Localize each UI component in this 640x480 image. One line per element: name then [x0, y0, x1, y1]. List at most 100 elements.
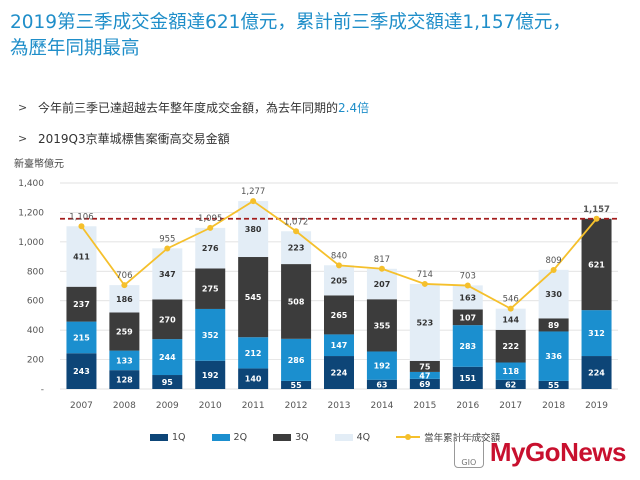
title-line-2: 為歷年同期最高 — [10, 38, 140, 59]
data-label: 163 — [459, 293, 476, 302]
legend-item-4q: 4Q — [334, 431, 371, 443]
legend-line-marker-icon — [396, 432, 421, 442]
x-tick-label: 2014 — [370, 401, 393, 411]
bar-segment — [109, 350, 140, 371]
data-label: 212 — [245, 349, 262, 358]
legend-label-4q: 4Q — [356, 431, 371, 443]
bullet-item-2: > 2019Q3京華城標售案衝高交易金額 — [18, 127, 369, 149]
y-axis-unit-label: 新臺幣億元 — [14, 159, 64, 170]
total-label: 840 — [331, 251, 347, 261]
data-label: 144 — [502, 315, 519, 324]
cumulative-point — [593, 215, 600, 222]
data-label: 265 — [331, 311, 348, 320]
bar-segment — [324, 356, 354, 389]
bullet-item-1: > 今年前三季已達超越去年整年度成交金額，為去年同期的 2.4倍 — [18, 96, 369, 118]
page-title: 2019第三季成交金額達621億元，累計前三季成交額達1,157億元， 為歷年同… — [10, 10, 635, 62]
bar-segment — [495, 329, 526, 363]
data-label: 147 — [331, 341, 348, 350]
data-label: 275 — [202, 285, 219, 294]
bar-segment — [538, 318, 569, 332]
data-label: 330 — [545, 290, 562, 299]
bar-segment — [366, 351, 397, 380]
bar-segment — [581, 310, 612, 357]
bar-segment — [581, 218, 612, 311]
bar-segment — [238, 337, 269, 369]
bar-segment — [452, 285, 483, 310]
watermark-badge-icon: GIO — [453, 436, 484, 468]
x-tick-label: 2015 — [413, 401, 436, 411]
total-label: 1,072 — [284, 217, 308, 227]
watermark-logo: GIO MyGoNews — [453, 436, 627, 468]
data-label: 69 — [419, 380, 431, 389]
bar-segment — [366, 299, 397, 352]
data-label: 276 — [202, 244, 219, 253]
legend-item-cumulative: 當年累計年成交額 — [396, 430, 500, 444]
data-label: 270 — [159, 315, 176, 324]
bullet-list: > 今年前三季已達超越去年整年度成交金額，為去年同期的 2.4倍 > 2019Q3… — [18, 96, 369, 158]
x-tick-label: 2008 — [113, 401, 136, 411]
bar-segment — [195, 308, 226, 361]
data-label: 89 — [548, 321, 560, 330]
x-tick-label: 2011 — [242, 401, 265, 411]
bar-segment — [66, 321, 97, 354]
data-label: 224 — [588, 369, 605, 378]
cumulative-point — [121, 282, 128, 289]
bar-segment — [495, 362, 526, 380]
data-label: 224 — [331, 369, 348, 378]
data-label: 244 — [159, 353, 176, 362]
bar-segment — [66, 226, 97, 287]
bullet-text-2: 2019Q3京華城標售案衝高交易金額 — [38, 131, 230, 146]
y-tick-label: 200 — [27, 356, 44, 366]
bar-segment — [66, 353, 97, 389]
data-label: 55 — [548, 381, 560, 390]
data-label: 243 — [73, 367, 90, 376]
legend-swatch-4q — [334, 433, 353, 441]
bar-segment — [238, 201, 269, 258]
total-label: 1,157 — [583, 205, 610, 215]
data-label: 75 — [419, 362, 431, 371]
cumulative-point — [550, 266, 557, 273]
data-label: 237 — [73, 300, 90, 309]
x-tick-label: 2007 — [70, 401, 93, 411]
y-tick-label: 1,200 — [18, 208, 44, 218]
cumulative-point — [378, 265, 385, 272]
bar-segment — [152, 299, 183, 340]
y-tick-label: 800 — [27, 267, 44, 277]
bar-segment — [495, 379, 526, 389]
data-label: 47 — [419, 371, 430, 380]
data-label: 355 — [374, 321, 391, 330]
bar-segment — [409, 360, 440, 372]
bar-segment — [581, 356, 612, 389]
legend-item-2q: 2Q — [211, 432, 247, 443]
legend-label-3q: 3Q — [295, 431, 309, 443]
data-label: 259 — [116, 328, 133, 337]
bar-segment — [538, 331, 569, 381]
x-tick-label: 2013 — [328, 401, 351, 411]
total-label: 546 — [503, 295, 519, 305]
data-label: 545 — [245, 293, 262, 302]
y-tick-label: - — [41, 385, 44, 395]
bar-segment — [195, 227, 226, 269]
bullet-arrow-icon: > — [18, 131, 28, 145]
x-tick-label: 2009 — [156, 401, 179, 411]
bar-segment — [324, 265, 354, 296]
data-label: 133 — [116, 356, 133, 365]
bullet-highlight-1: 2.4倍 — [338, 100, 370, 115]
cumulative-point — [207, 224, 214, 231]
bar-segment — [409, 283, 440, 361]
data-label: 312 — [588, 329, 605, 338]
data-label: 352 — [202, 331, 219, 340]
y-tick-label: 1,400 — [18, 179, 44, 189]
data-label: 621 — [588, 260, 605, 269]
x-tick-label: 2017 — [499, 401, 522, 411]
bar-segment — [495, 308, 526, 330]
data-label: 207 — [374, 280, 391, 289]
data-label: 336 — [545, 352, 562, 361]
bar-segment — [195, 268, 226, 309]
x-tick-label: 2016 — [456, 401, 479, 411]
bar-segment — [366, 379, 397, 389]
bar-segment — [281, 231, 312, 265]
watermark-text: MyGoNews — [489, 436, 627, 467]
data-label: 192 — [202, 371, 219, 380]
